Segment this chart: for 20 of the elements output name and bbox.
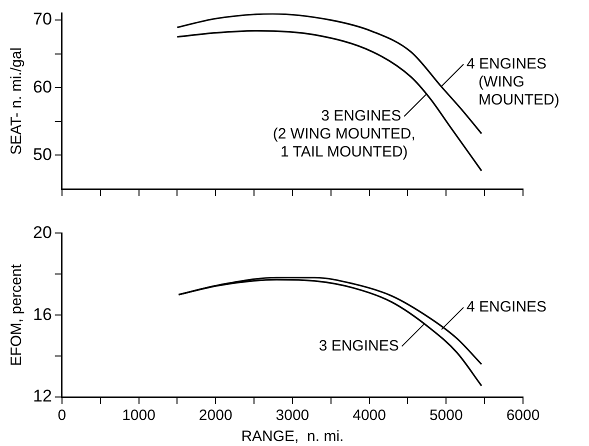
- x-tick-label: 6000: [506, 407, 540, 424]
- annotation: 4 ENGINES (WING MOUNTED): [466, 55, 560, 108]
- y-tick-label: 16: [32, 304, 52, 324]
- annotation: 3 ENGINES: [318, 337, 399, 354]
- x-axis-title: RANGE, n. mi.: [241, 428, 344, 446]
- y-tick-label: 20: [32, 222, 52, 242]
- x-tick-label: 4000: [352, 407, 386, 424]
- y-tick-label: 50: [32, 144, 52, 164]
- annotation: 4 ENGINES: [466, 298, 547, 316]
- x-tick-label: 1000: [122, 407, 156, 424]
- y-tick-label: 70: [32, 10, 52, 29]
- x-tick-label: 5000: [429, 407, 463, 424]
- annotation: 3 ENGINES (2 WING MOUNTED, 1 TAIL MOUNTED): [272, 107, 416, 160]
- y-axis-title: SEAT- n. mi./gal: [8, 47, 26, 155]
- y-tick-label: 60: [32, 77, 52, 96]
- x-tick-label: 2000: [198, 407, 232, 424]
- x-tick-label: 3000: [276, 407, 310, 424]
- y-tick-label: 12: [32, 386, 52, 406]
- y-axis-title: EFOM, percent: [8, 263, 26, 366]
- x-tick-label: 0: [58, 407, 66, 424]
